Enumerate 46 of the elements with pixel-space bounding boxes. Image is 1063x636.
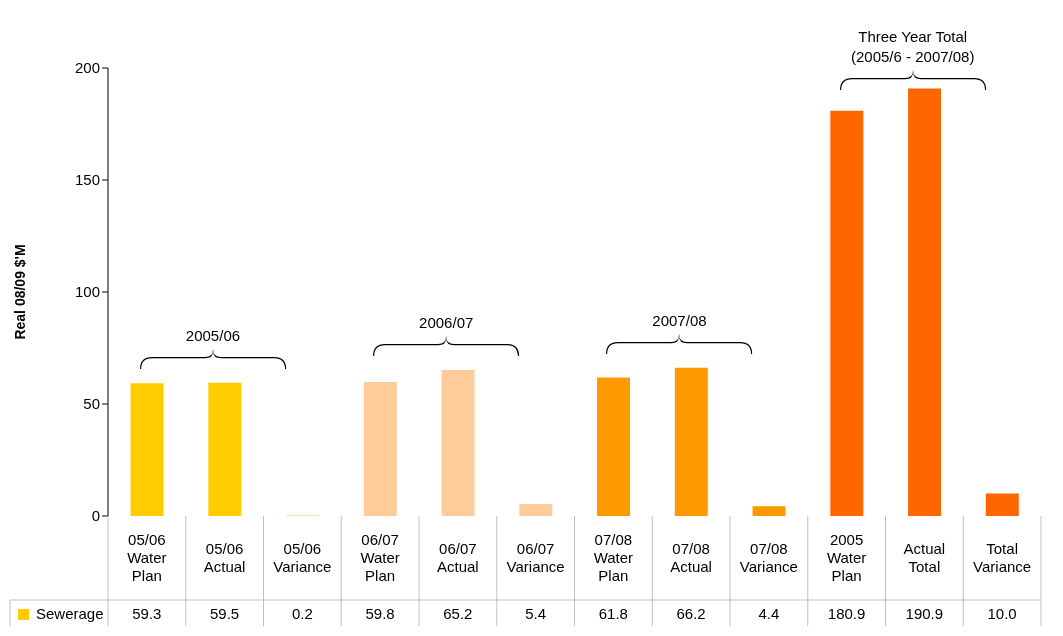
text: 59.3: [132, 605, 162, 622]
text: 10.0: [987, 605, 1017, 622]
annotation: 2006/07: [419, 313, 474, 331]
text: 59.5: [210, 605, 240, 622]
x-tick-label: Total Variance: [973, 540, 1032, 575]
text: 65.2: [443, 605, 473, 622]
y-tick-label: 150: [74, 171, 100, 189]
bar: [674, 367, 708, 516]
x-tick-label: 06/07 Water Plan: [360, 531, 400, 584]
x-tick-label: 07/08 Actual: [670, 540, 712, 575]
bar: [130, 383, 164, 516]
x-tick-label: 2005 Water Plan: [826, 531, 867, 584]
y-tick-label: 200: [74, 59, 100, 77]
bar: [908, 88, 942, 516]
bar: [830, 110, 864, 516]
text: 61.8: [598, 605, 628, 622]
annotation: 2007/08: [652, 311, 707, 329]
text: 66.2: [676, 605, 706, 622]
text: 180.9: [827, 605, 866, 622]
bar: [985, 493, 1019, 516]
text: 5.4: [525, 605, 547, 622]
text: Three Year Total (2005/6 - 2007/08): [851, 28, 975, 65]
y-tick-label: 100: [74, 283, 100, 301]
x-tick-label: 06/07 Actual: [437, 540, 479, 575]
x-tick-label: 05/06 Actual: [203, 540, 246, 575]
text: 59.8: [365, 605, 395, 622]
x-tick-label: Actual Total: [903, 540, 946, 575]
bar: [752, 506, 786, 516]
y-tick-label: 50: [83, 395, 100, 413]
text: 190.9: [905, 605, 944, 622]
x-tick-label: 05/06 Variance: [273, 540, 332, 575]
x-tick-label: 06/07 Variance: [506, 540, 565, 575]
text: 0.2: [291, 605, 313, 622]
legend-label: Sewerage: [36, 605, 104, 622]
x-tick-label: 07/08 Variance: [739, 540, 798, 575]
x-tick-label: 07/08 Water Plan: [593, 531, 634, 584]
y-tick-label: 0: [91, 507, 100, 525]
bar: [441, 369, 475, 516]
bar: [208, 382, 242, 516]
y-axis-title: Real 08/09 $'M: [11, 244, 28, 340]
bar: [597, 377, 631, 516]
x-tick-label: 05/06 Water Plan: [127, 531, 167, 584]
annotation: 2005/06: [185, 326, 241, 344]
bar: [363, 382, 397, 516]
text: 4.4: [758, 605, 780, 622]
bar: [519, 503, 553, 516]
